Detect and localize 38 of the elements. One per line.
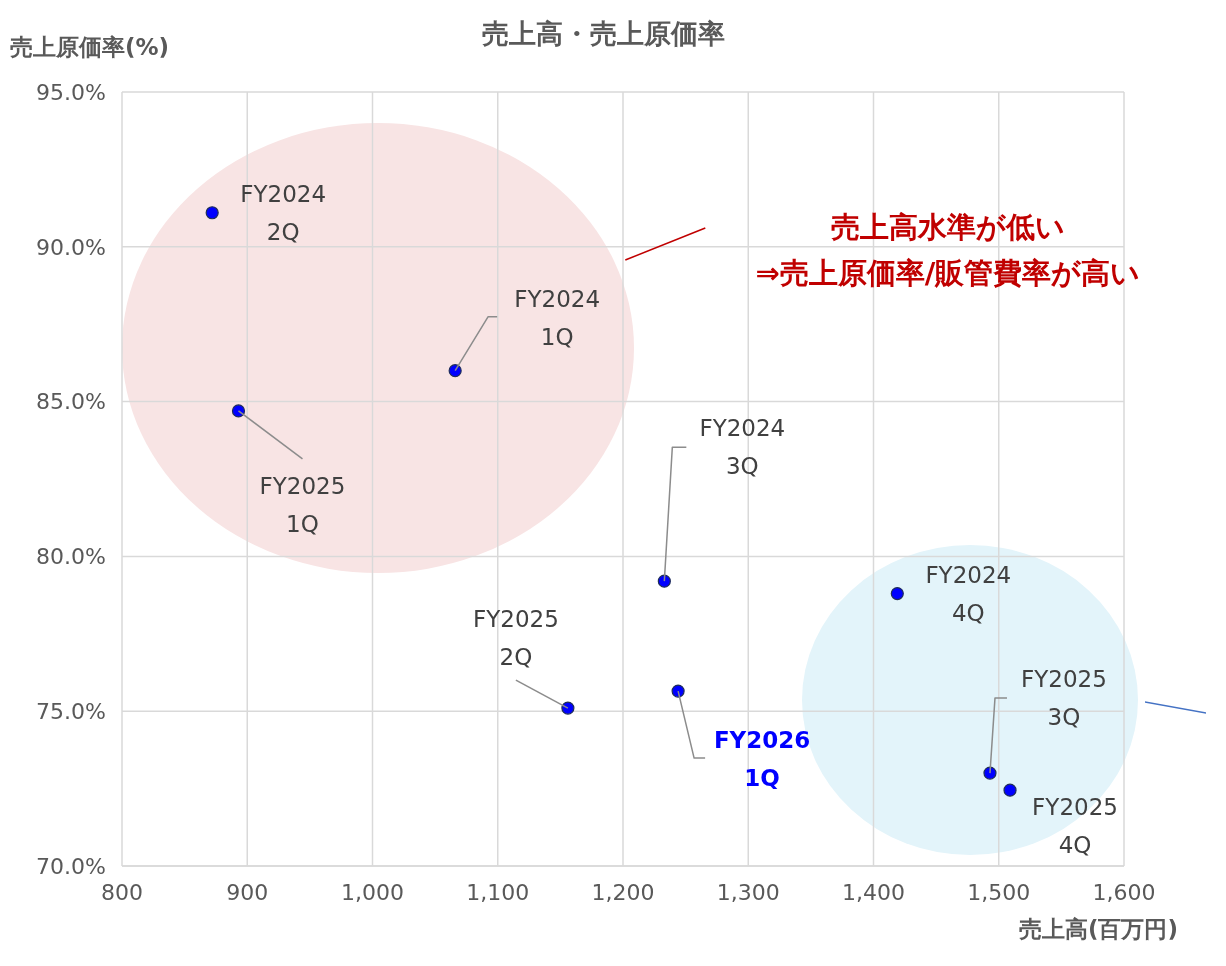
y-tick-label: 75.0% [36,699,106,725]
point [231,404,246,418]
point [983,766,997,780]
point [561,701,575,715]
x-tick-label: 1,600 [1092,879,1156,905]
point [1003,783,1017,797]
point [657,574,671,588]
annotation: FY2025 4Q [1032,794,1118,859]
point [448,364,462,378]
x-tick-label: 900 [226,879,269,905]
y-tick-label: 70.0% [36,853,106,879]
annotation: FY2025 1Q [259,472,346,537]
annotation: FY2025 2Q [472,606,559,671]
annotation: FY2024 4Q [925,561,1012,626]
point [671,684,685,698]
annotation: FY2024 1Q [514,285,601,350]
point [205,206,219,220]
x-tick-label: 1,300 [716,879,780,905]
chart-title: 売上高・売上原価率 [480,17,726,51]
x-tick-label: 1,400 [842,879,905,905]
y-tick-label: 90.0% [36,234,106,260]
annotation: FY2024 2Q [240,180,327,245]
y-axis-title: 売上原価率(%) [10,33,170,62]
annotation: 売上高水準が低い [830,209,1066,246]
y-tick-label: 95.0% [36,79,106,105]
annotation: FY2026 1Q [713,727,811,792]
x-axis-title: 売上高(百万円) [1018,915,1178,944]
annotation: FY2024 3Q [699,415,786,480]
y-tick-label: 85.0% [36,389,106,415]
point [890,586,904,601]
annotation: ⇒売上原価率/販管費率が高い [754,255,1142,292]
x-tick-label: 800 [101,879,143,905]
x-tick-label: 1,000 [341,879,404,905]
x-tick-label: 1,200 [591,879,655,905]
x-tick-label: 1,500 [967,879,1031,905]
x-tick-label: 1,100 [466,879,530,905]
annotation: FY2025 3Q [1021,666,1107,731]
y-tick-label: 80.0% [36,544,106,570]
